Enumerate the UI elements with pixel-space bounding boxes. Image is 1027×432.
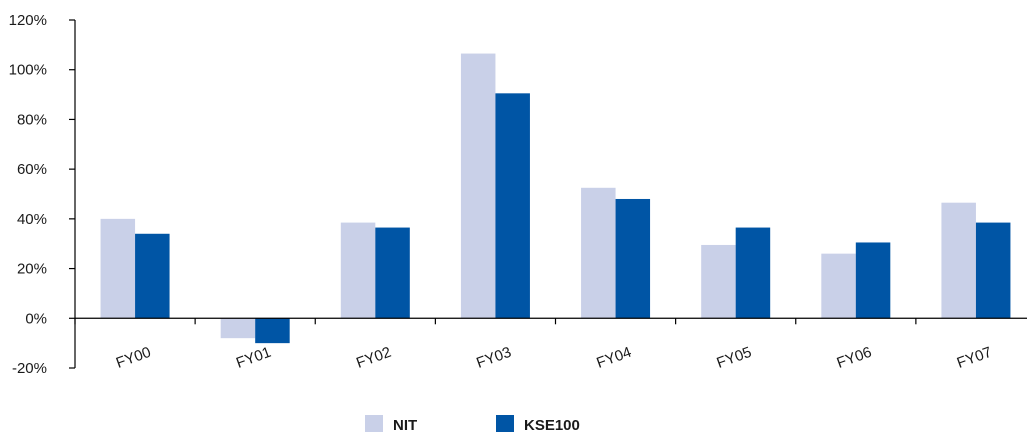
legend-label-kse100: KSE100 [524,417,580,432]
legend-swatch-kse100 [496,415,514,432]
bar-nit-fy01 [220,318,256,339]
x-tick-label: FY06 [835,344,875,372]
bar-kse100-fy05 [735,227,771,319]
legend-swatch-nit [365,415,383,432]
y-tick-label: 0% [25,310,47,327]
bar-nit-fy06 [821,253,856,319]
y-tick-label: 120% [9,12,47,29]
bar-nit-fy00 [100,218,136,319]
bar-nit-fy02 [340,222,376,319]
y-tick-label: 40% [17,211,47,228]
y-tick-label: 20% [17,261,47,278]
x-tick-label: FY03 [474,344,514,372]
bar-nit-fy03 [460,53,496,319]
legend: NIT KSE100 [365,415,580,432]
bar-kse100-fy04 [615,198,651,319]
bar-kse100-fy01 [255,318,290,344]
x-axis: FY00 FY01 FY02 FY03 FY04 FY05 FY06 FY07 [74,317,1027,372]
x-tick-label: FY07 [955,344,995,372]
bar-nit-fy05 [701,244,736,319]
x-tick-label: FY00 [114,344,154,372]
y-tick-label: 100% [9,62,47,79]
x-tick-label: FY01 [234,344,274,372]
x-tick-label: FY02 [354,344,394,372]
bar-kse100-fy03 [495,93,530,319]
y-tick-label: 60% [17,161,47,178]
bar-nit-fy07 [941,202,976,319]
bar-kse100-fy00 [135,233,170,319]
legend-label-nit: NIT [393,417,417,432]
x-tick-label: FY04 [594,344,634,372]
y-tick-label: -20% [12,360,47,377]
bar-nit-fy04 [581,187,616,319]
y-tick-label: 80% [17,111,47,128]
y-axis: 120% 100% 80% 60% 40% 20% 0% -20% [9,12,76,377]
bar-kse100-fy02 [375,227,410,319]
x-tick-label: FY05 [714,344,754,372]
bar-kse100-fy06 [855,242,891,319]
bar-kse100-fy07 [975,222,1011,319]
bars [100,53,1011,344]
